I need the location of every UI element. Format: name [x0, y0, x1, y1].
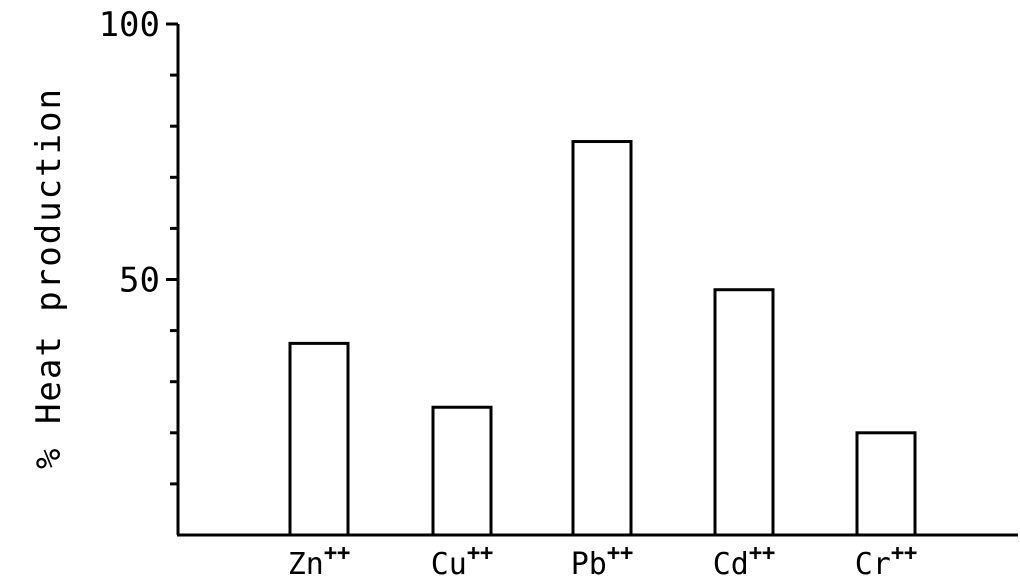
- y-tick-label: 100: [99, 5, 160, 45]
- category-labels: Zn++ Cu++ Pb++ Cd++ Cr++: [288, 541, 918, 582]
- bar-zn: [288, 341, 350, 537]
- bars: [288, 140, 917, 537]
- category-label: Cu++: [431, 541, 494, 582]
- y-ticks: [166, 22, 178, 486]
- bar-cu: [431, 405, 493, 537]
- y-tick-label: 50: [119, 261, 160, 301]
- category-label: Zn++: [288, 541, 351, 582]
- y-tick-labels: 50 100: [99, 5, 160, 301]
- bar-cd: [713, 288, 775, 537]
- y-axis-title-group: % Heat production: [29, 87, 69, 469]
- category-label: Cd++: [713, 541, 776, 582]
- category-label: Pb++: [571, 541, 634, 582]
- bar-pb: [571, 140, 633, 537]
- bar-cr: [855, 431, 917, 537]
- category-label: Cr++: [855, 541, 918, 582]
- y-axis-title: % Heat production: [29, 87, 69, 469]
